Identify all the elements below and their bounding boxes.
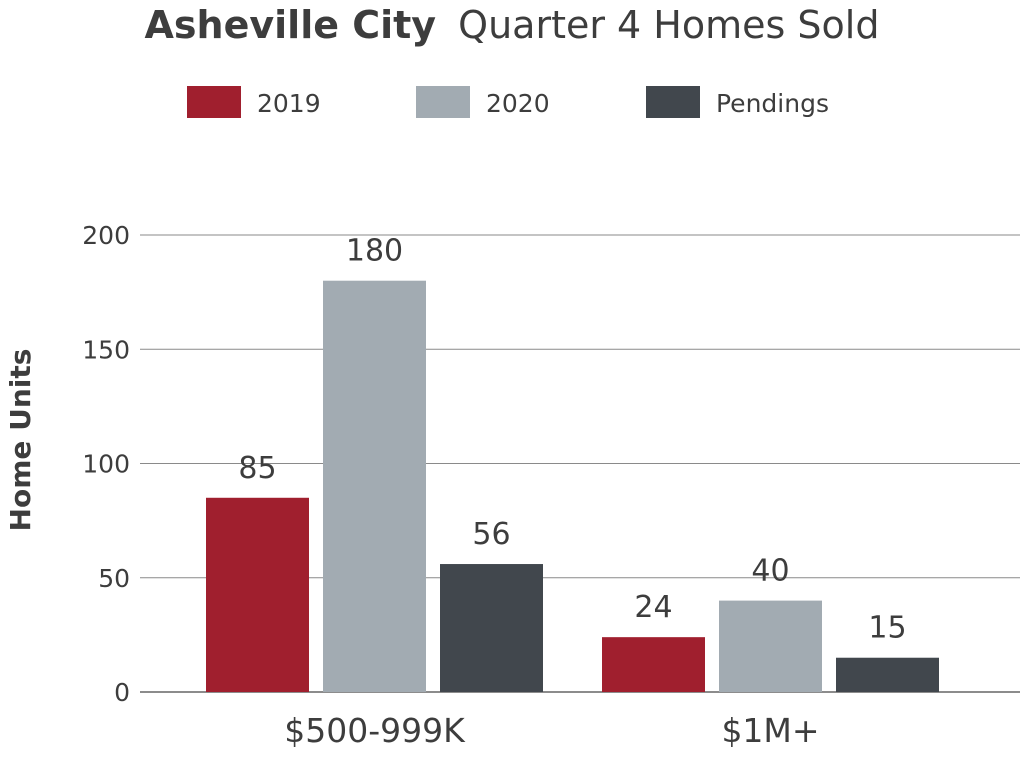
bars: 85 180 56 24 40 15 (206, 234, 939, 692)
x-axis-categories: $500-999K $1M+ (284, 711, 819, 750)
y-tick-label: 50 (98, 564, 130, 593)
x-category-label: $500-999K (284, 711, 466, 750)
x-category-label: $1M+ (721, 711, 819, 750)
y-axis-ticks: 0 50 100 150 200 (82, 221, 130, 707)
chart-title-bold: Asheville City (145, 3, 437, 47)
bar-value-label: 85 (238, 451, 276, 486)
legend-swatch-2 (416, 86, 470, 118)
y-tick-label: 150 (82, 335, 130, 364)
bar-value-label: 180 (346, 234, 403, 269)
legend: 2019 2020 Pendings (187, 86, 829, 118)
y-tick-label: 100 (82, 450, 130, 479)
legend-label-1: 2019 (257, 89, 321, 118)
legend-label-2: 2020 (486, 89, 550, 118)
legend-swatch-3 (646, 86, 700, 118)
bar (323, 280, 426, 692)
bar-value-label: 15 (868, 611, 906, 646)
legend-swatch-1 (187, 86, 241, 118)
bar-value-label: 24 (634, 590, 672, 625)
bar (206, 497, 309, 692)
bar (836, 657, 939, 692)
chart-title-rest: Quarter 4 Homes Sold (458, 3, 879, 47)
legend-label-3: Pendings (716, 89, 829, 118)
chart-title: Asheville City Quarter 4 Homes Sold (145, 3, 880, 47)
bar (602, 637, 705, 692)
y-tick-label: 0 (114, 678, 130, 707)
bar-value-label: 40 (751, 554, 789, 589)
y-axis-label: Home Units (4, 349, 37, 532)
bar-value-label: 56 (472, 517, 510, 552)
bar (719, 600, 822, 692)
bar (440, 564, 543, 692)
y-tick-label: 200 (82, 221, 130, 250)
